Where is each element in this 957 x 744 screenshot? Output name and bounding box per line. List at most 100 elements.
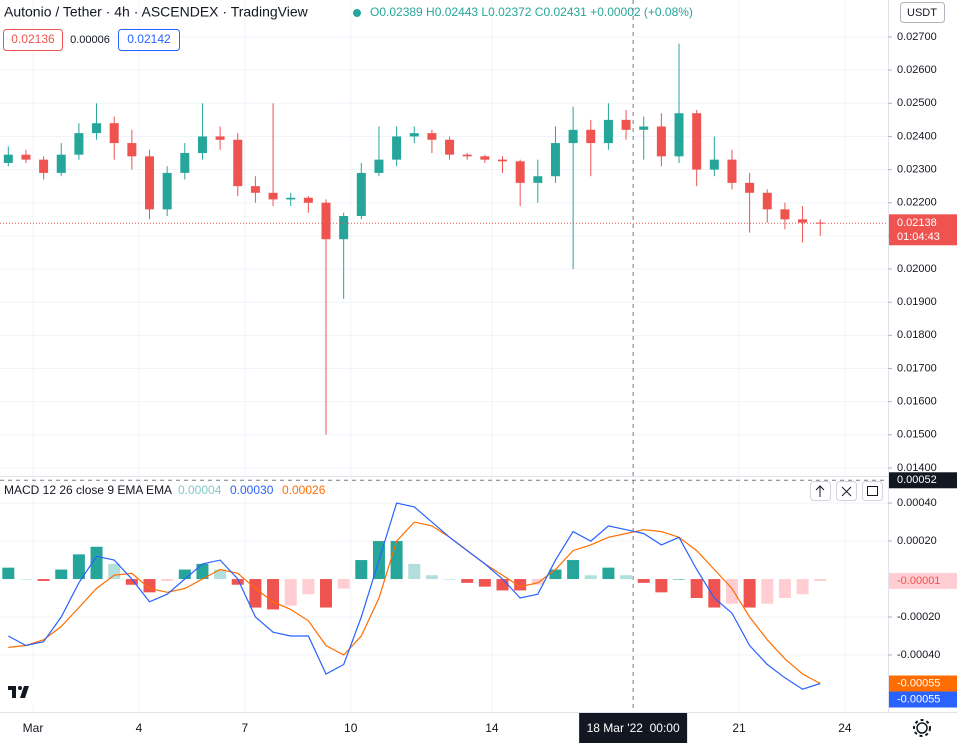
histogram-bar: [584, 575, 597, 580]
candle-body: [709, 159, 719, 170]
histogram-bar: [425, 575, 438, 580]
x-tick-label: Mar: [23, 721, 44, 735]
histogram-bar: [90, 546, 103, 580]
histogram-bar: [231, 579, 244, 585]
candle-body: [515, 161, 525, 183]
histogram-bar: [461, 579, 474, 583]
histogram-bar: [725, 579, 738, 604]
histogram-bar: [125, 579, 138, 585]
candle-body: [250, 186, 260, 193]
histogram-bar: [19, 579, 32, 580]
histogram-bar: [443, 579, 456, 580]
candle-body: [180, 153, 190, 173]
candle-body: [603, 119, 613, 144]
countdown: 01:04:43: [897, 231, 940, 243]
logo-dot: [18, 686, 22, 690]
y-tick-label: 0.02600: [897, 64, 937, 76]
signal-legend-value: 0.00026: [282, 483, 326, 497]
histogram-bar: [531, 579, 544, 585]
histogram-bar: [2, 567, 15, 580]
crosshair-value-box: [889, 472, 957, 489]
bid-price: 0.02136: [11, 32, 55, 46]
macd-line: [8, 502, 821, 690]
histogram-bar: [655, 579, 668, 593]
histogram-bar: [302, 579, 315, 595]
histogram-bar: [549, 569, 562, 580]
candle-body: [550, 143, 560, 177]
maximize-button[interactable]: [862, 481, 883, 501]
histogram-bar: [761, 579, 774, 604]
histogram-bar: [284, 579, 297, 606]
histogram-bar: [408, 563, 421, 580]
x-tick-label: 14: [485, 721, 499, 735]
sell-button[interactable]: [3, 29, 63, 51]
signal-label: -0.00055: [897, 677, 940, 689]
candle-body: [762, 192, 772, 210]
histogram-bar: [814, 579, 827, 581]
histogram-bar: [478, 579, 491, 587]
candle-body: [39, 159, 49, 173]
market-status[interactable]: [353, 9, 361, 17]
y-tick-label: 0.01800: [897, 329, 937, 341]
buy-button[interactable]: [118, 29, 180, 51]
maximize-icon: [867, 486, 878, 496]
y-tick-label: 0.02400: [897, 130, 937, 142]
candle-body: [127, 143, 137, 157]
pane-buttons: [810, 481, 883, 501]
histogram-bar: [178, 569, 191, 580]
signal-label-box: [889, 675, 957, 692]
settings-button[interactable]: [913, 719, 931, 737]
histogram-bar: [196, 563, 209, 580]
histogram-label: -0.00001: [897, 575, 940, 587]
histogram-bar: [673, 579, 686, 580]
y-tick-label: 0.00040: [897, 497, 937, 509]
price-label: 0.02138: [897, 217, 937, 229]
candle-body: [427, 133, 437, 140]
histogram-bar: [496, 579, 509, 591]
histogram-bar: [637, 579, 650, 583]
candle-body: [3, 154, 13, 163]
candle-body: [815, 222, 825, 224]
candle-body: [145, 156, 155, 210]
crosshair-time-box: [579, 713, 688, 743]
histogram-bar: [72, 554, 85, 580]
histogram-bar: [267, 579, 280, 610]
candle-body: [445, 139, 455, 155]
y-tick-label: 0.01500: [897, 429, 937, 441]
candle-body: [727, 159, 737, 183]
currency-button[interactable]: [900, 2, 945, 23]
y-tick-label: 0.02300: [897, 163, 937, 175]
candle-body: [533, 176, 543, 183]
candle-body: [374, 159, 384, 173]
candle-body: [409, 133, 419, 137]
histogram-bar: [743, 579, 756, 608]
ask-price: 0.02142: [127, 32, 171, 46]
logo-mark: [8, 686, 29, 698]
histogram-bar: [708, 579, 721, 608]
candle-body: [586, 129, 596, 144]
x-tick-label: 21: [732, 721, 746, 735]
candle-body: [197, 136, 207, 154]
candle-body: [356, 172, 366, 217]
macd-label-box: [889, 691, 957, 708]
candle-body: [621, 119, 631, 130]
histogram-bar: [320, 579, 333, 608]
gear-icon: [916, 722, 928, 734]
arrow-icon: [815, 485, 825, 497]
candle-body: [215, 136, 225, 140]
candle-body: [233, 139, 243, 187]
histogram-bar: [390, 541, 403, 580]
macd-label: -0.00055: [897, 693, 940, 705]
histogram-bar: [602, 567, 615, 580]
logo-bg: [4, 678, 34, 706]
histogram-label-box: [889, 572, 957, 589]
currency: USDT: [907, 7, 937, 19]
candle-body: [656, 126, 666, 157]
histogram-bar: [337, 579, 350, 589]
histogram-bar: [620, 575, 633, 580]
histogram-bar: [690, 579, 703, 599]
y-tick-label: -0.00040: [897, 649, 940, 661]
candle-body: [639, 126, 649, 130]
